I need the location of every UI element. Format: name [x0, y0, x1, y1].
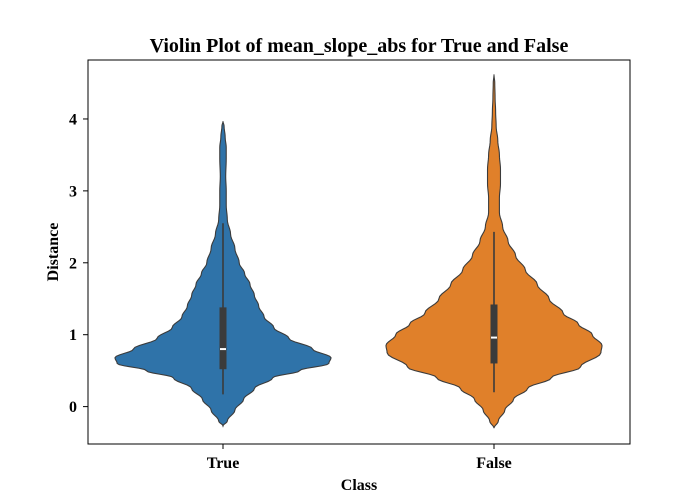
y-axis-label: Distance — [45, 223, 62, 282]
plot-area — [114, 74, 603, 429]
x-tick-label: False — [476, 455, 512, 472]
y-tick-label: 2 — [69, 255, 77, 272]
iqr-box-false — [490, 304, 498, 364]
y-axis: 0 1 2 3 4 — [69, 111, 88, 416]
x-axis: True False — [207, 444, 512, 472]
chart-title: Violin Plot of mean_slope_abs for True a… — [150, 35, 569, 57]
y-tick-label: 0 — [69, 399, 77, 416]
y-tick-label: 3 — [69, 183, 77, 200]
x-axis-label: Class — [341, 477, 377, 494]
y-tick-label: 4 — [69, 111, 77, 128]
iqr-box-true — [219, 307, 227, 370]
axes-frame — [87, 59, 631, 445]
y-tick-label: 1 — [69, 327, 77, 344]
x-tick-label: True — [207, 455, 240, 472]
